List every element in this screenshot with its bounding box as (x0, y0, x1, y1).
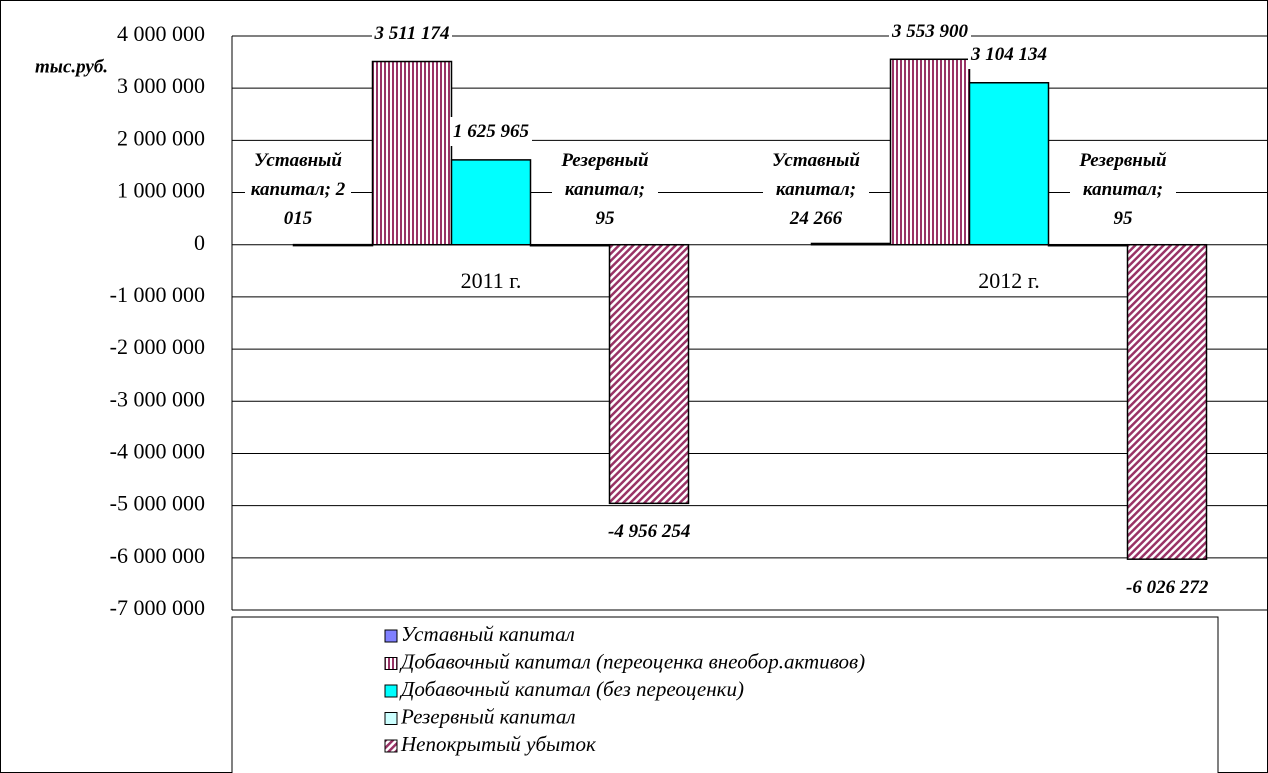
legend-swatch (384, 739, 398, 753)
bar (1126, 243, 1208, 560)
legend-label: Добавочный капитал (без переоценки) (399, 677, 744, 701)
bar (371, 60, 453, 246)
data-label: 3 511 174 (371, 19, 453, 48)
legend-swatch (384, 629, 398, 643)
data-label: -6 026 272 (1123, 573, 1212, 603)
legend-label: Резервный капитал (400, 704, 576, 728)
y-tick-label: -1 000 000 (110, 282, 205, 307)
y-tick-label: -4 000 000 (110, 439, 205, 464)
bar (889, 58, 971, 246)
y-tick-label: 3 000 000 (117, 73, 205, 98)
x-tick-label: 2011 г. (461, 268, 522, 293)
y-tick-label: -7 000 000 (110, 595, 205, 620)
bar (968, 81, 1050, 246)
bar (810, 242, 892, 246)
y-tick-label: -6 000 000 (110, 543, 205, 568)
data-label: 3 553 900 (889, 16, 971, 46)
y-tick-label: 1 000 000 (117, 178, 205, 203)
legend-label: Непокрытый убыток (400, 732, 596, 756)
data-label: -4 956 254 (605, 517, 694, 547)
y-tick-label: 4 000 000 (117, 21, 205, 46)
legend-label: Добавочный капитал (переоценка внеобор.а… (399, 649, 865, 673)
legend-swatch (384, 712, 398, 725)
y-tick-label: 2 000 000 (117, 125, 205, 150)
legend-swatch (384, 657, 398, 670)
legend-swatch (384, 684, 398, 698)
y-label: тыс.руб. (35, 56, 108, 77)
bar (1047, 243, 1129, 247)
bar (450, 159, 532, 246)
y-tick-label: -2 000 000 (110, 334, 205, 359)
y-tick-label: -5 000 000 (110, 491, 205, 516)
y-tick-label: 0 (194, 230, 205, 255)
bar (292, 243, 374, 247)
data-label: Резервный капитал; 95 (1070, 145, 1176, 233)
data-label: Уставный капитал; 24 266 (763, 145, 869, 233)
data-label: Уставный капитал; 2 015 (245, 145, 351, 233)
bar (608, 243, 690, 505)
data-label: 1 625 965 (450, 117, 532, 147)
data-label: Резервный капитал; 95 (552, 145, 658, 233)
x-tick-label: 2012 г. (978, 268, 1040, 293)
y-tick-label: -3 000 000 (110, 386, 205, 411)
data-label: 3 104 134 (968, 40, 1050, 70)
legend-label: Уставный капитал (401, 622, 575, 646)
bar (529, 243, 611, 247)
